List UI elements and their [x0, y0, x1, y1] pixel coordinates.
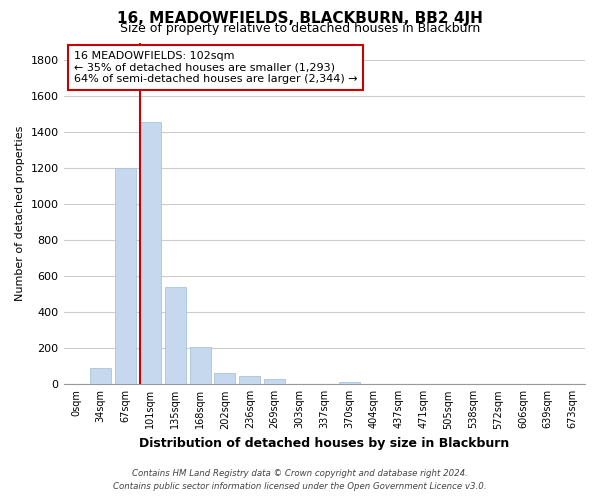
Text: Size of property relative to detached houses in Blackburn: Size of property relative to detached ho… — [120, 22, 480, 35]
Text: 16, MEADOWFIELDS, BLACKBURN, BB2 4JH: 16, MEADOWFIELDS, BLACKBURN, BB2 4JH — [117, 11, 483, 26]
X-axis label: Distribution of detached houses by size in Blackburn: Distribution of detached houses by size … — [139, 437, 509, 450]
Bar — [165, 287, 186, 384]
Bar — [140, 122, 161, 384]
Bar — [338, 382, 359, 384]
Bar — [90, 368, 112, 384]
Text: 16 MEADOWFIELDS: 102sqm
← 35% of detached houses are smaller (1,293)
64% of semi: 16 MEADOWFIELDS: 102sqm ← 35% of detache… — [74, 51, 358, 84]
Bar — [239, 376, 260, 384]
Bar — [214, 372, 235, 384]
Bar — [264, 380, 285, 384]
Y-axis label: Number of detached properties: Number of detached properties — [15, 126, 25, 301]
Text: Contains HM Land Registry data © Crown copyright and database right 2024.
Contai: Contains HM Land Registry data © Crown c… — [113, 470, 487, 491]
Bar — [115, 168, 136, 384]
Bar — [190, 348, 211, 385]
